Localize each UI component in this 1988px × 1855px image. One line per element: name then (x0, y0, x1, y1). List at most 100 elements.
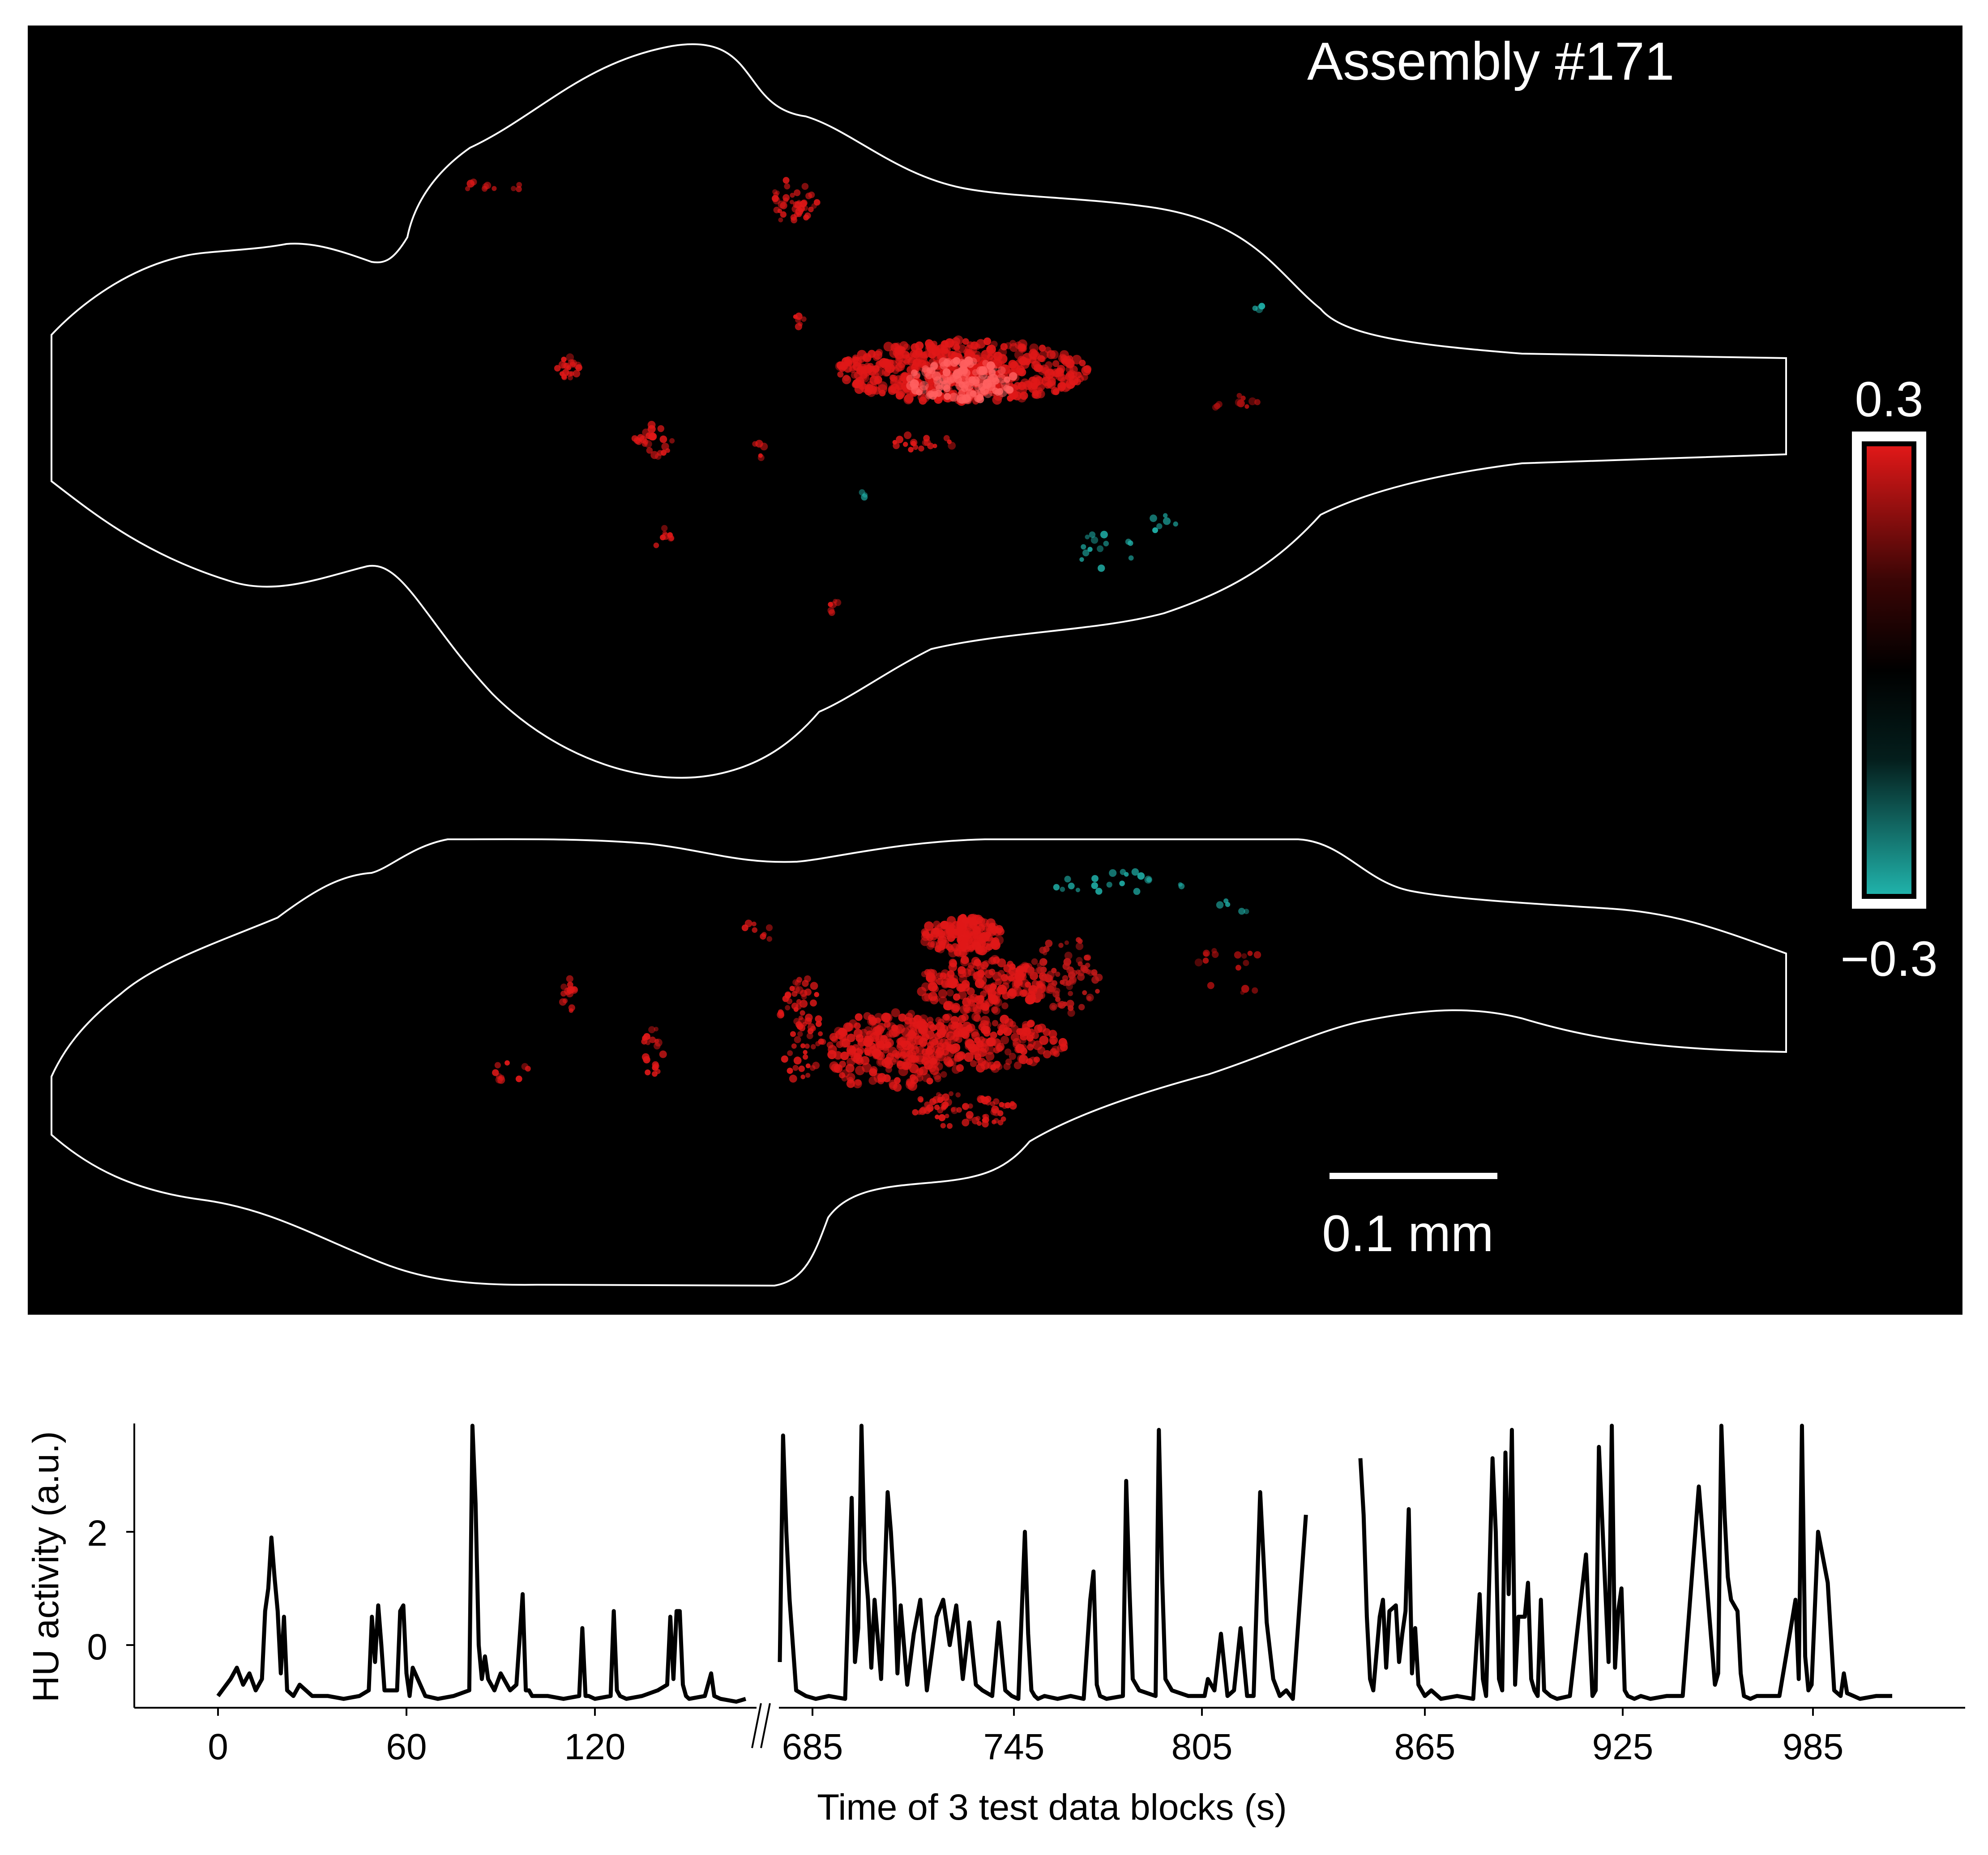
neuron-dot (936, 938, 946, 949)
neuron-dot (801, 183, 809, 190)
neuron-dot (1040, 364, 1049, 374)
neuron-dot (772, 189, 778, 195)
xtick-label-60: 60 (386, 1727, 427, 1767)
neuron-dot (1027, 966, 1035, 974)
neuron-scatter (465, 177, 1265, 1129)
neuron-dot (905, 1013, 913, 1021)
neuron-dot (949, 958, 957, 967)
neuron-dot (1150, 514, 1157, 522)
neuron-dot (990, 1101, 996, 1107)
neuron-dot (868, 350, 876, 358)
neuron-dot (1207, 982, 1214, 989)
neuron-dot (877, 1077, 885, 1085)
neuron-dot (1131, 868, 1139, 876)
neuron-dot (1075, 372, 1082, 379)
neuron-dot (991, 1105, 999, 1114)
neuron-dot (1052, 360, 1060, 367)
neuron-dot (1068, 991, 1073, 996)
neuron-dot (1091, 976, 1099, 984)
neuron-dot (1026, 1043, 1034, 1051)
neuron-dot (1087, 547, 1093, 552)
neuron-dot (803, 1054, 808, 1060)
neuron-dot (1098, 564, 1105, 572)
neuron-dot (1244, 404, 1249, 409)
neuron-dot (1237, 399, 1245, 407)
neuron-dot (498, 1074, 504, 1081)
neuron-dot (834, 599, 842, 606)
neuron-dot (991, 996, 998, 1004)
neuron-dot (986, 1037, 996, 1047)
neuron-dot (864, 1035, 870, 1042)
neuron-dot (978, 366, 988, 375)
neuron-dot (818, 1031, 823, 1036)
xtick-label-685: 685 (782, 1727, 843, 1767)
neuron-dot (1055, 971, 1060, 977)
neuron-dot (854, 1022, 861, 1030)
neuron-dot (652, 1061, 659, 1068)
neuron-dot (987, 990, 996, 999)
neuron-dot (1173, 521, 1178, 527)
neuron-dot (787, 1068, 793, 1074)
neuron-dot (818, 1039, 824, 1045)
neuron-dot (1039, 356, 1046, 363)
neuron-dot (1073, 378, 1081, 385)
neuron-dot (808, 206, 814, 213)
neuron-dot (966, 995, 975, 1004)
neuron-dot (858, 381, 866, 390)
neuron-dot (906, 1037, 916, 1047)
neuron-dot (956, 1107, 962, 1113)
neuron-dot (516, 186, 522, 192)
neuron-dot (778, 217, 783, 222)
neuron-dot (1052, 990, 1060, 998)
neuron-dot (896, 362, 905, 372)
neuron-dot (641, 1053, 650, 1061)
neuron-dot (1017, 968, 1027, 978)
neuron-dot (941, 980, 949, 989)
neuron-dot (1019, 356, 1028, 366)
neuron-dot (917, 987, 927, 996)
neuron-dot (561, 356, 567, 363)
neuron-dot (948, 980, 957, 989)
neuron-dot (1025, 995, 1035, 1005)
neuron-dot (891, 1024, 898, 1032)
neuron-dot (661, 525, 668, 532)
neuron-dot (866, 1030, 873, 1038)
neuron-dot (492, 1069, 499, 1076)
neuron-dot (979, 1000, 990, 1010)
neuron-dot (885, 1041, 892, 1048)
neuron-dot (781, 1055, 788, 1063)
neuron-dot (990, 939, 999, 949)
neuron-dot (1046, 989, 1050, 994)
neuron-dot (1081, 373, 1088, 381)
neuron-dot (927, 1052, 935, 1059)
neuron-dot (1038, 979, 1046, 987)
neuron-dot (1091, 969, 1098, 976)
neuron-dot (1087, 996, 1092, 1001)
neuron-dot (988, 969, 996, 975)
neuron-dot (1144, 876, 1152, 884)
neuron-dot (1088, 970, 1094, 976)
neuron-dot (1109, 869, 1117, 877)
neuron-dot (1089, 531, 1096, 538)
neuron-dot (928, 975, 937, 985)
neuron-dot (933, 1072, 941, 1080)
neuron-dot (844, 358, 852, 366)
neuron-dot (1018, 1055, 1028, 1064)
neuron-dot (1003, 1063, 1011, 1070)
neuron-dot (880, 1035, 888, 1043)
neuron-dot (854, 371, 863, 380)
neuron-dot (1085, 955, 1091, 961)
neuron-dot (642, 428, 650, 436)
neuron-dot (833, 598, 838, 603)
neuron-dot (988, 369, 996, 376)
neuron-dot (803, 1050, 808, 1055)
neuron-dot (962, 393, 972, 403)
neuron-dot (641, 1036, 647, 1041)
neuron-dot (1031, 980, 1039, 987)
neuron-dot (1013, 382, 1022, 390)
neuron-dot (777, 1011, 784, 1019)
neuron-dot (1058, 943, 1064, 948)
neuron-dot (650, 451, 659, 459)
neuron-dot (913, 358, 922, 367)
neuron-dot (814, 199, 821, 206)
